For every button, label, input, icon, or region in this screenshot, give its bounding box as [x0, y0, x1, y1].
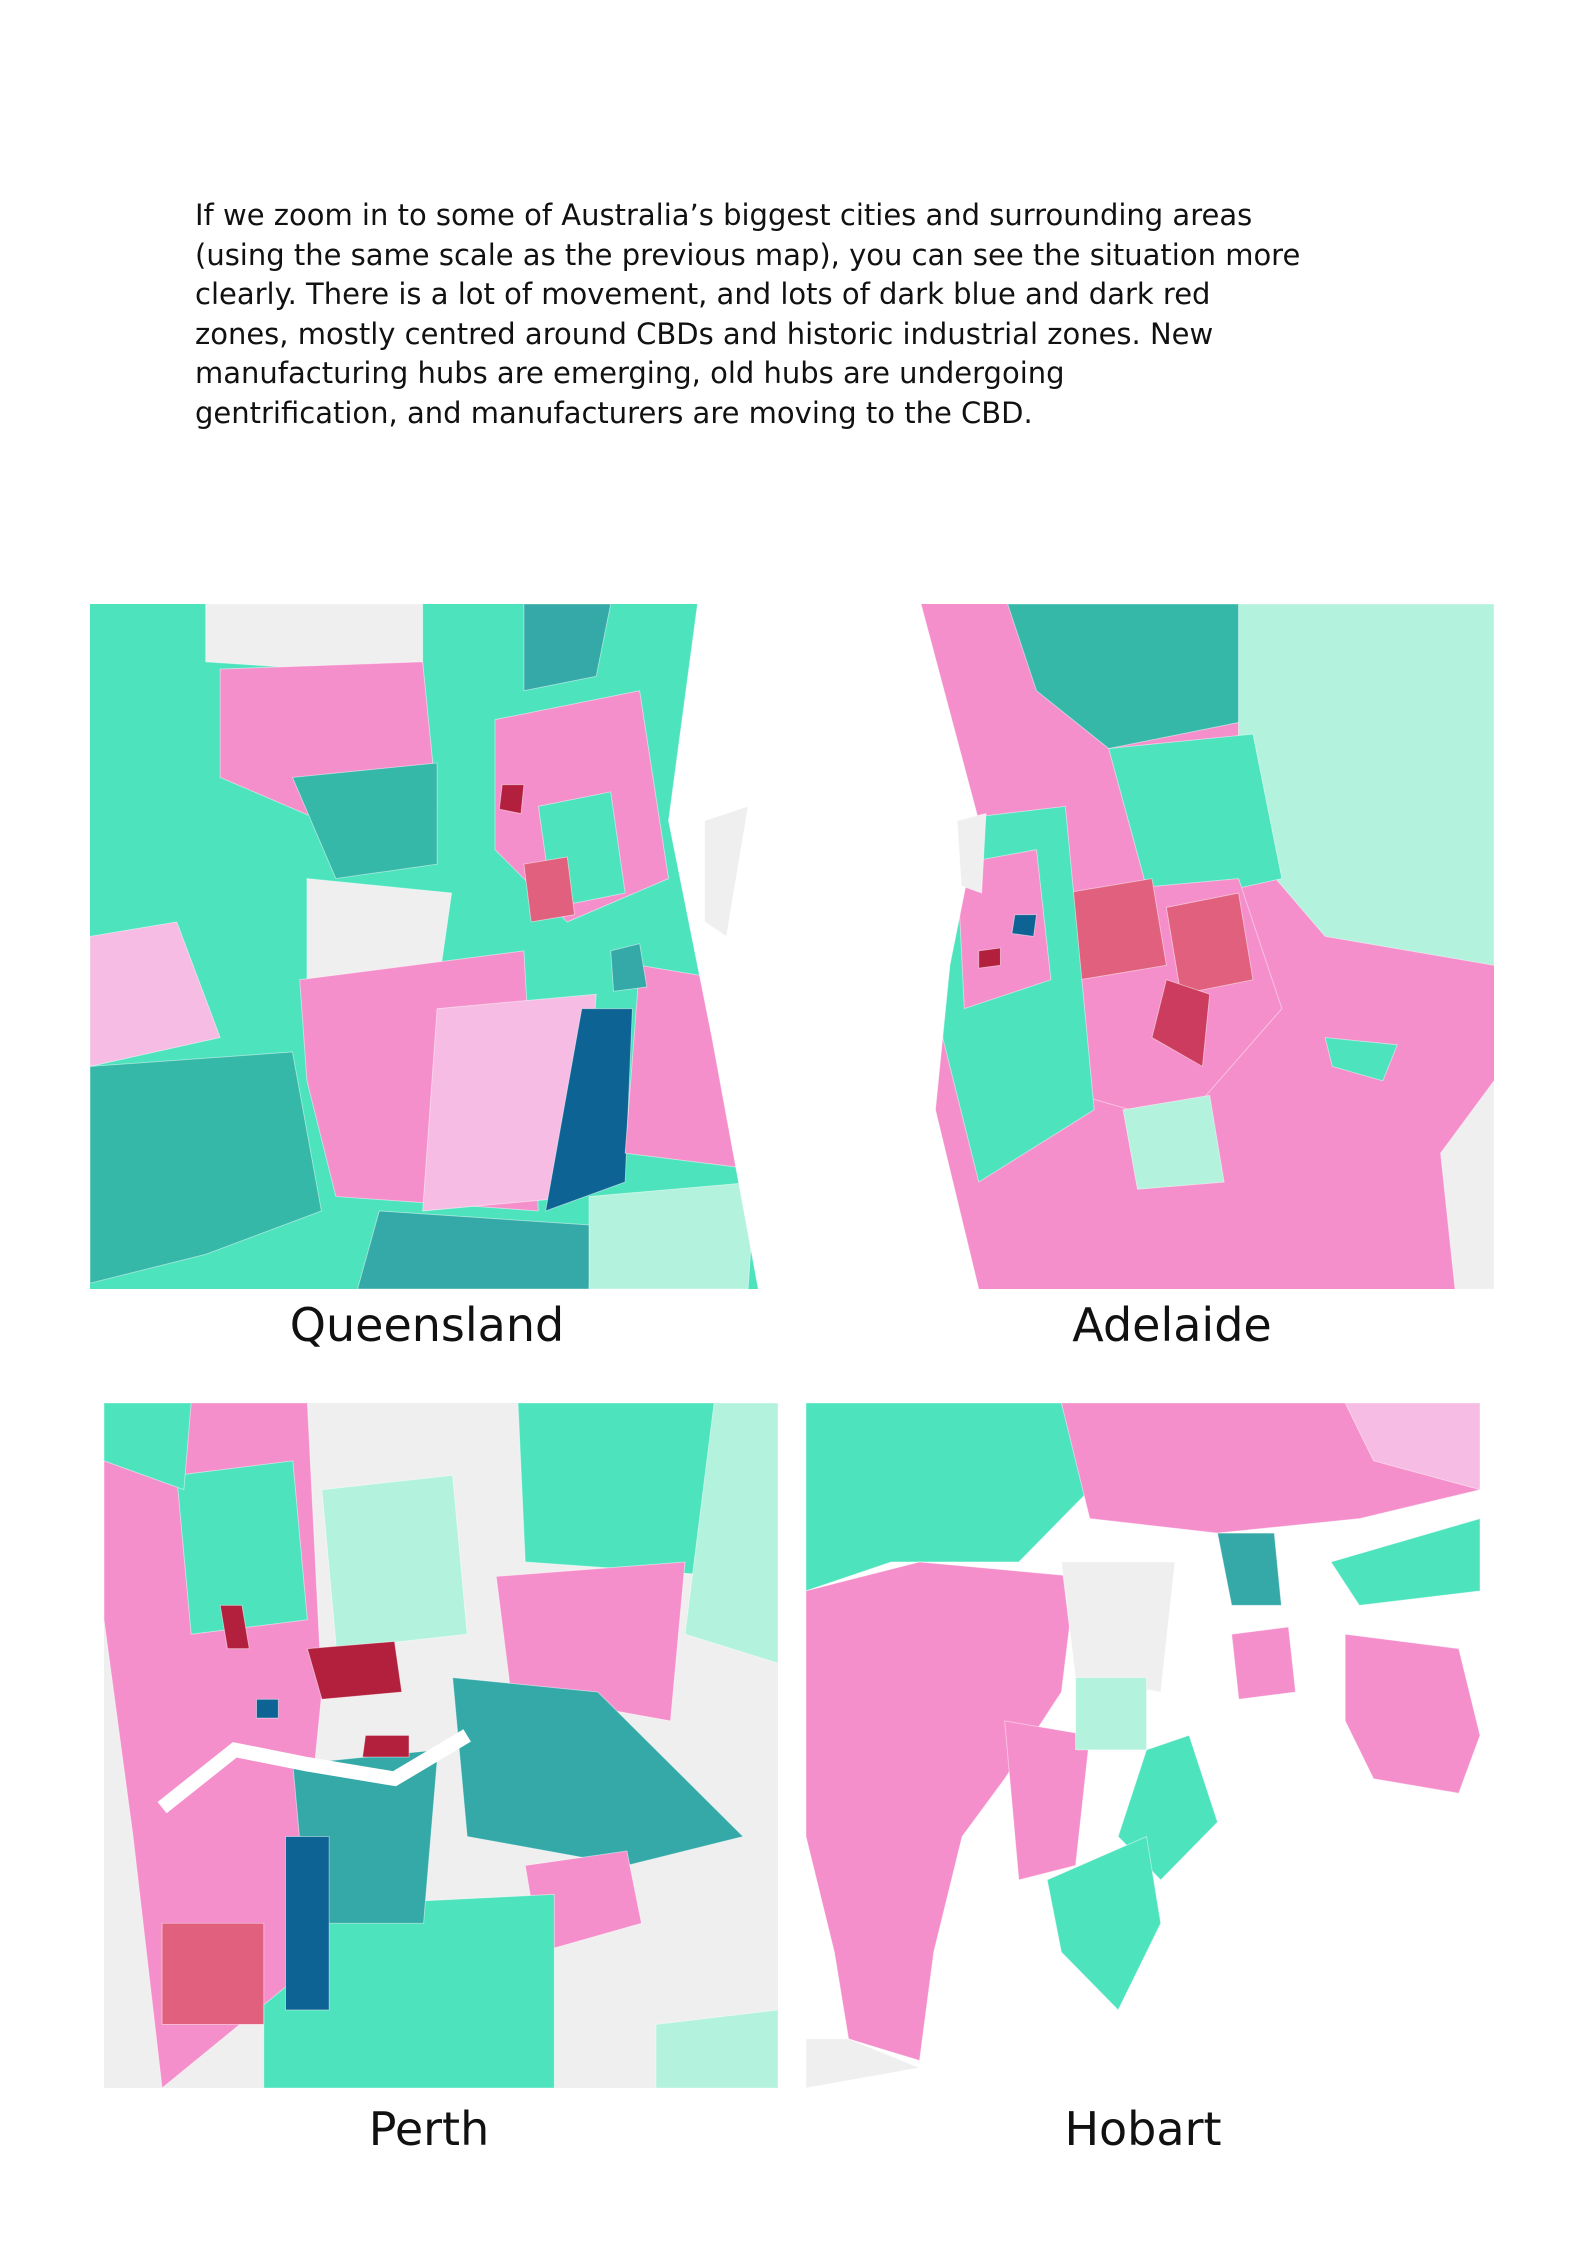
text-line: clearly. There is a lot of movement, and… [195, 277, 1211, 311]
map-region [545, 1008, 633, 1212]
map-region [285, 1836, 330, 2011]
map-adelaide [820, 604, 1494, 1289]
map-region [684, 1403, 778, 1664]
map-region [1046, 1835, 1162, 2011]
map-region [357, 1210, 597, 1289]
map-region [495, 1561, 686, 1722]
map-region [806, 1561, 1077, 2062]
map-region [523, 604, 612, 692]
map-region [291, 762, 438, 880]
map-region [1151, 979, 1211, 1068]
map-perth [104, 1403, 778, 2088]
map-region [956, 812, 987, 894]
map-queensland [90, 604, 764, 1289]
map-region [1004, 1720, 1091, 1881]
map-region [610, 943, 648, 992]
map-region [498, 784, 525, 815]
map-label: Hobart [1064, 2102, 1222, 2156]
map-region [820, 604, 980, 1289]
text-line: gentrification, and manufacturers are mo… [195, 395, 1033, 430]
map-region [1108, 733, 1283, 908]
map-region [1231, 1626, 1297, 1700]
map-region [588, 1181, 756, 1289]
map-region [104, 1403, 192, 1491]
map-hobart [806, 1403, 1480, 2088]
map-region [263, 1893, 555, 2088]
map-region [806, 2038, 922, 2088]
map-region [1007, 604, 1254, 749]
map-region [1344, 1403, 1480, 1491]
map-region [90, 1051, 322, 1284]
map-region [1165, 892, 1254, 995]
river [157, 1729, 471, 1814]
map-region [161, 1922, 265, 2025]
text-line: manufacturing hubs are emerging, old hub… [195, 356, 1065, 390]
map-region [1440, 1080, 1494, 1289]
map-region [1011, 914, 1037, 937]
map-region [452, 1677, 744, 1866]
map-region [1324, 1037, 1398, 1082]
map-region [1060, 1561, 1176, 1693]
map-region [321, 1474, 468, 1650]
map-region [90, 921, 221, 1067]
map-label: Queensland [289, 1298, 565, 1352]
map-region [1344, 1633, 1480, 1794]
map-label: Adelaide [1072, 1298, 1272, 1352]
map-region [523, 856, 576, 923]
map-region [1122, 1094, 1225, 1190]
text-line: zones, mostly centred around CBDs and hi… [195, 316, 1214, 351]
map-region [704, 805, 749, 938]
map-region [806, 1403, 1091, 1592]
map-region [668, 604, 764, 1289]
map-region [978, 947, 1001, 969]
text-line: If we zoom in to some of Australia’s big… [195, 198, 1253, 232]
map-region [256, 1698, 279, 1719]
map-region [219, 1604, 250, 1650]
map-region [655, 2009, 778, 2088]
map-region [1216, 1532, 1282, 1606]
map-region [1330, 1518, 1480, 1606]
text-line: (using the same scale as the previous ma… [195, 237, 1301, 272]
map-region [1075, 1677, 1147, 1751]
map-region [176, 1460, 308, 1635]
map-region [306, 1640, 403, 1700]
intro-paragraph: If we zoom in to some of Australia’s big… [195, 196, 1300, 433]
map-region [362, 1734, 410, 1758]
map-label: Perth [368, 2102, 490, 2156]
